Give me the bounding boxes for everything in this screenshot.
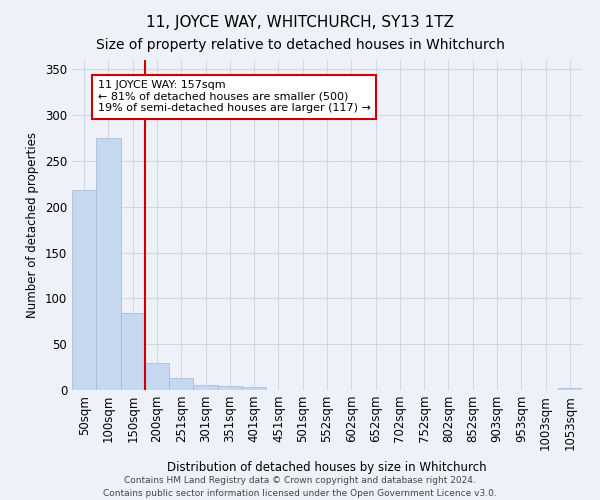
Y-axis label: Number of detached properties: Number of detached properties xyxy=(26,132,40,318)
Bar xyxy=(193,386,218,390)
Bar xyxy=(218,386,242,390)
Text: Size of property relative to detached houses in Whitchurch: Size of property relative to detached ho… xyxy=(95,38,505,52)
X-axis label: Distribution of detached houses by size in Whitchurch: Distribution of detached houses by size … xyxy=(167,460,487,473)
Bar xyxy=(169,378,193,390)
Bar xyxy=(72,190,96,390)
Text: 11 JOYCE WAY: 157sqm
← 81% of detached houses are smaller (500)
19% of semi-deta: 11 JOYCE WAY: 157sqm ← 81% of detached h… xyxy=(97,80,370,114)
Text: Contains public sector information licensed under the Open Government Licence v3: Contains public sector information licen… xyxy=(103,488,497,498)
Bar xyxy=(145,364,169,390)
Bar xyxy=(96,138,121,390)
Text: 11, JOYCE WAY, WHITCHURCH, SY13 1TZ: 11, JOYCE WAY, WHITCHURCH, SY13 1TZ xyxy=(146,15,454,30)
Bar xyxy=(558,388,582,390)
Bar xyxy=(242,387,266,390)
Text: Contains HM Land Registry data © Crown copyright and database right 2024.: Contains HM Land Registry data © Crown c… xyxy=(124,476,476,485)
Bar xyxy=(121,313,145,390)
